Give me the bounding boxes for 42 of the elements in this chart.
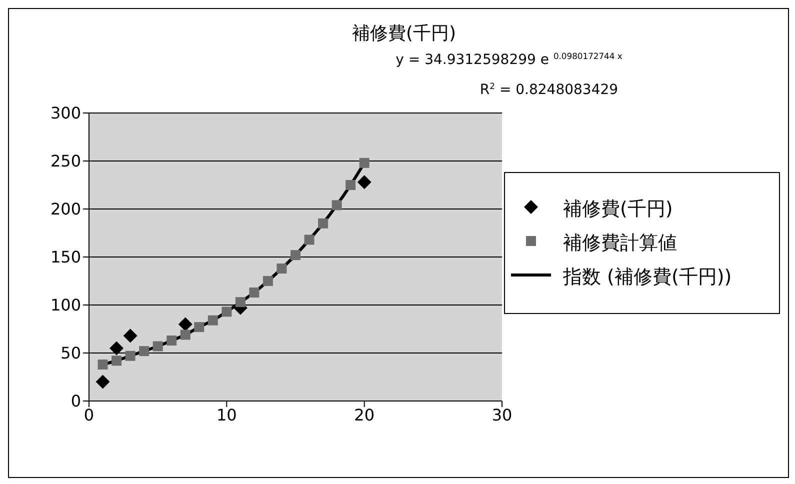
point [110,341,124,356]
text: y = 34.9312598299 e $^{0.0980172744 x}$ [396,51,622,68]
point [180,330,190,340]
point [178,317,192,332]
point [290,250,300,260]
text: R$^{2}$ = 0.8248083429 [480,81,618,98]
x-tick-label: 30 [492,405,512,424]
point [166,336,177,346]
point [208,315,218,326]
legend-label: 指数 (補修費(千円)) [563,265,732,289]
y-tick-label: 100 [50,296,81,315]
point [112,356,122,366]
point [346,180,356,190]
point [357,175,372,190]
y-tick-label: 0 [70,392,81,411]
point [304,234,314,245]
point [152,341,163,352]
chart-title: 補修費(千円) [352,23,456,44]
y-tick-label: 200 [50,200,81,219]
point [332,200,342,210]
point [276,264,287,274]
point [318,218,328,228]
legend-label: 補修費計算値 [563,231,677,255]
y-tick-label: 300 [50,104,81,123]
x-tick-label: 0 [84,405,94,424]
point [125,350,136,361]
point [98,360,108,370]
y-tick-label: 50 [60,344,81,363]
point [139,346,150,356]
point [123,328,138,343]
point [194,322,204,332]
y-tick-label: 250 [50,152,81,171]
point [235,297,246,308]
y-tick-label: 150 [50,248,81,267]
point [262,276,273,286]
x-tick-label: 10 [216,405,237,424]
point [96,374,110,389]
point [249,288,260,298]
x-tick-label: 20 [354,405,375,424]
point [359,158,370,168]
point [222,306,232,317]
legend-label: 補修費(千円) [563,197,673,221]
